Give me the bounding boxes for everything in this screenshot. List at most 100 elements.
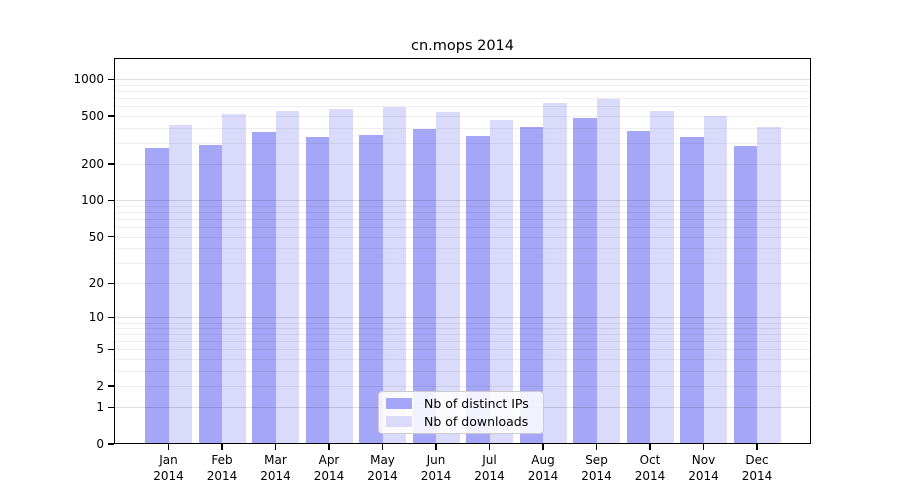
bar-distinct-ips: [733, 145, 757, 444]
bar-downloads: [382, 107, 406, 444]
bar-distinct-ips: [466, 136, 490, 444]
x-axis-tick: [756, 444, 758, 450]
bar-downloads: [543, 103, 567, 444]
x-axis-tick: [381, 444, 384, 450]
gridline: [114, 248, 811, 250]
y-axis-tick: [108, 406, 114, 409]
gridline: [114, 98, 811, 100]
bar-downloads: [489, 119, 513, 444]
bar-distinct-ips: [626, 131, 650, 444]
y-axis-tick: [108, 282, 114, 285]
bar-downloads: [703, 116, 727, 444]
bar-distinct-ips: [359, 135, 383, 444]
gridline: [114, 127, 811, 129]
gridline: [114, 322, 811, 324]
y-axis-tick-label: 50: [88, 229, 104, 244]
y-axis-tick-label: 2: [96, 379, 104, 394]
x-axis-tick-label: Sep 2014: [581, 453, 612, 483]
x-axis-tick: [595, 444, 598, 450]
y-axis-tick-label: 200: [81, 157, 104, 172]
x-axis-tick: [274, 444, 277, 450]
bar-downloads: [329, 109, 353, 444]
gridline: [114, 200, 811, 202]
gridline: [114, 349, 811, 351]
y-axis-tick: [108, 199, 114, 202]
gridline: [114, 164, 811, 166]
legend-swatch-distinct-ips: [386, 398, 412, 409]
y-axis-tick-label: 5: [96, 342, 104, 357]
gridline: [114, 283, 811, 285]
gridline: [114, 359, 811, 361]
y-axis-tick: [108, 385, 114, 387]
y-axis-tick: [108, 316, 114, 319]
y-axis-tick: [108, 443, 114, 445]
gridline: [114, 219, 811, 221]
y-axis-tick-label: 500: [81, 108, 104, 123]
chart-title: cn.mops 2014: [410, 38, 515, 54]
y-axis-tick-label: 0: [96, 437, 104, 451]
bar-distinct-ips: [145, 147, 169, 444]
gridline: [114, 79, 811, 81]
y-axis-tick-label: 1000: [73, 72, 104, 87]
y-axis-tick-label: 10: [88, 310, 104, 325]
legend-item-downloads: Nb of downloads: [386, 414, 535, 429]
x-axis-tick-label: Dec 2014: [741, 453, 773, 483]
bar-downloads: [757, 127, 781, 444]
gridline: [114, 142, 811, 144]
gridline: [114, 370, 811, 372]
y-axis-tick-label: 20: [88, 276, 104, 291]
x-axis-tick: [488, 444, 491, 450]
legend-item-distinct-ips: Nb of distinct IPs: [386, 396, 535, 411]
x-axis-tick-label: Mar 2014: [260, 453, 291, 483]
gridline: [114, 85, 811, 86]
bar-distinct-ips: [305, 136, 329, 444]
x-axis-tick: [435, 444, 437, 450]
y-axis-tick: [108, 78, 114, 81]
x-axis-tick-label: Feb 2014: [206, 453, 238, 483]
y-axis-tick-label: 100: [81, 193, 104, 208]
legend-swatch-downloads: [386, 416, 412, 427]
x-axis-tick-label: Jul 2014: [474, 453, 505, 483]
gridline: [114, 334, 811, 336]
gridline: [114, 91, 811, 93]
x-axis-tick-label: Apr 2014: [313, 453, 345, 483]
gridline: [114, 106, 811, 108]
gridline: [114, 386, 811, 388]
x-axis-tick-label: Oct 2014: [634, 453, 666, 483]
legend: Nb of distinct IPs Nb of downloads: [378, 391, 544, 434]
bar-distinct-ips: [519, 127, 543, 444]
x-axis-tick: [167, 444, 170, 450]
bar-distinct-ips: [198, 144, 222, 444]
plot-area: [114, 58, 811, 444]
bar-downloads: [275, 111, 299, 444]
gridline: [114, 115, 811, 117]
gridline: [114, 262, 811, 264]
legend-label-downloads: Nb of downloads: [424, 414, 529, 429]
x-axis-tick: [221, 444, 223, 450]
gridline: [114, 227, 811, 229]
x-axis-tick-label: Jun 2014: [420, 453, 452, 483]
x-axis-tick-label: May 2014: [367, 453, 398, 483]
x-axis-tick: [328, 444, 330, 450]
gridline: [114, 236, 811, 238]
legend-label-distinct-ips: Nb of distinct IPs: [424, 396, 529, 411]
gridline: [114, 328, 811, 330]
y-axis-tick: [108, 163, 114, 165]
bar-downloads: [436, 112, 460, 444]
bar-distinct-ips: [252, 132, 276, 444]
gridline: [114, 341, 811, 343]
x-axis-tick-label: Aug 2014: [527, 453, 559, 483]
gridline: [114, 317, 811, 319]
x-axis-tick-label: Nov 2014: [688, 453, 719, 483]
bar-distinct-ips: [573, 117, 597, 444]
x-axis-tick: [702, 444, 705, 450]
gridline: [114, 205, 811, 207]
bar-downloads: [168, 124, 192, 444]
gridline: [114, 212, 811, 214]
x-axis-tick-label: Jan 2014: [153, 453, 184, 483]
y-axis-tick-label: 1: [96, 400, 104, 415]
bar-distinct-ips: [412, 128, 436, 444]
x-axis-tick: [649, 444, 651, 450]
bar-downloads: [650, 111, 674, 444]
